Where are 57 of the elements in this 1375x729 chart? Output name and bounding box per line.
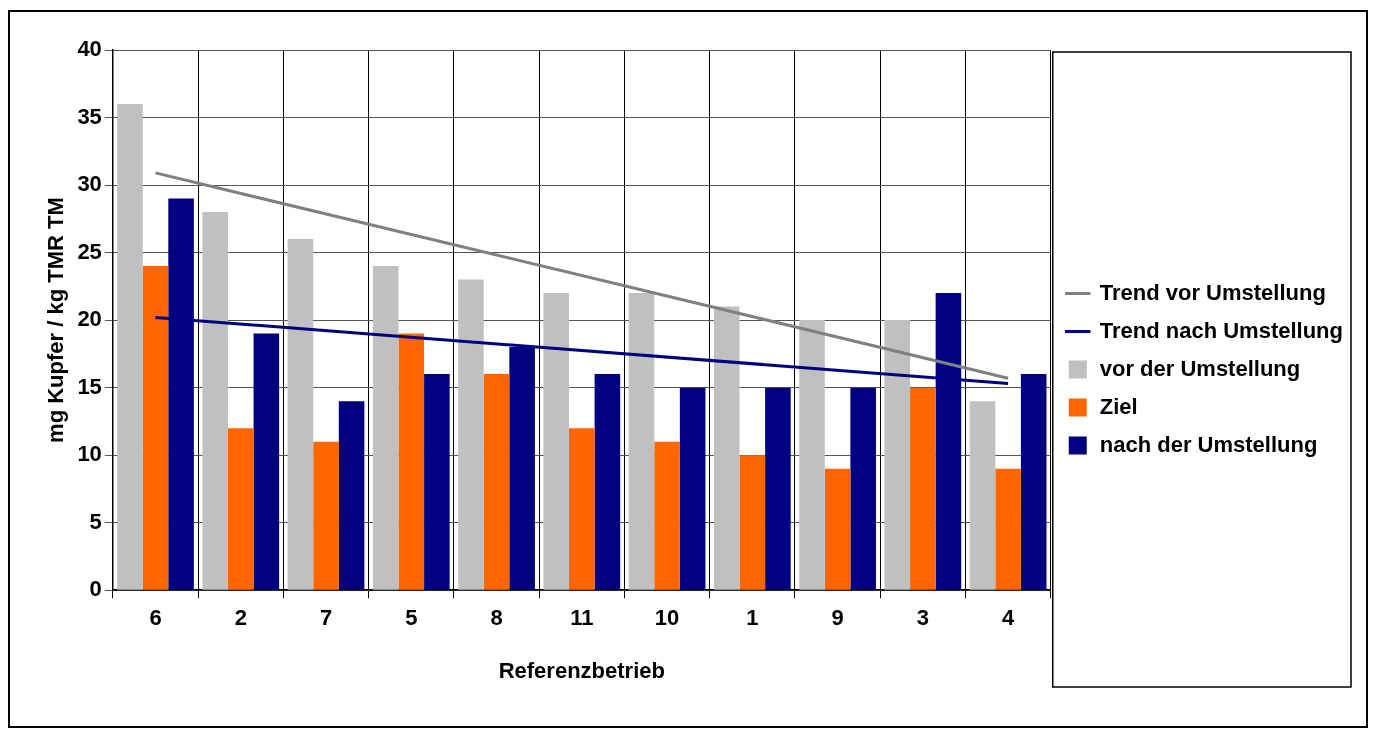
x-tick-label: 5: [405, 605, 418, 631]
bar: [765, 387, 791, 590]
bar: [799, 320, 825, 590]
y-tick-label: 30: [77, 171, 102, 197]
y-tick-label: 10: [77, 441, 102, 467]
y-axis-title: mg Kupfer / kg TMR TM: [43, 197, 69, 443]
legend-label: Ziel: [1099, 393, 1138, 419]
y-tick-label: 25: [77, 238, 102, 264]
bar: [483, 374, 510, 590]
bar: [569, 428, 595, 590]
x-tick-label: 9: [831, 605, 844, 631]
bar: [850, 387, 876, 590]
bar: [1020, 374, 1047, 590]
bar: [117, 104, 143, 590]
bar: [679, 387, 706, 590]
y-tick-label: 0: [89, 576, 102, 602]
legend-label: Trend nach Umstellung: [1099, 317, 1344, 343]
legend-label: vor der Umstellung: [1099, 355, 1301, 381]
bar: [543, 293, 570, 590]
x-tick-label: 10: [654, 605, 680, 631]
bar: [628, 293, 655, 590]
bar: [142, 266, 169, 590]
y-tick-label: 40: [77, 36, 102, 62]
legend-label: nach der Umstellung: [1099, 431, 1318, 457]
bar: [372, 266, 399, 590]
bar: [202, 212, 228, 590]
legend-label: Trend vor Umstellung: [1099, 279, 1326, 305]
bar: [253, 333, 280, 590]
x-tick-label: 11: [570, 605, 594, 631]
bar: [884, 320, 911, 590]
bar: [824, 468, 851, 590]
x-tick-label: 3: [916, 605, 929, 631]
x-axis-title: Referenzbetrieb: [498, 657, 665, 683]
bar: [287, 239, 314, 590]
y-tick-label: 5: [89, 508, 102, 534]
bar: [424, 374, 450, 590]
x-tick-label: 4: [1001, 605, 1015, 631]
bar: [739, 455, 766, 590]
x-tick-label: 8: [490, 605, 503, 631]
x-tick-label: 6: [149, 605, 162, 631]
bar: [910, 387, 936, 590]
bar: [969, 401, 996, 590]
x-tick-label: 7: [319, 605, 333, 631]
bar: [995, 468, 1021, 590]
bar: [458, 279, 484, 590]
bar: [398, 333, 425, 590]
x-tick-label: 1: [746, 605, 759, 631]
bar: [713, 306, 740, 590]
bar: [227, 428, 254, 590]
y-tick-label: 35: [77, 103, 102, 129]
bar: [594, 374, 621, 590]
bar: [654, 441, 680, 590]
bar: [338, 401, 365, 590]
bar: [313, 441, 339, 590]
y-tick-label: 15: [77, 373, 102, 399]
x-tick-label: 2: [234, 605, 247, 631]
y-tick-label: 20: [77, 306, 102, 332]
